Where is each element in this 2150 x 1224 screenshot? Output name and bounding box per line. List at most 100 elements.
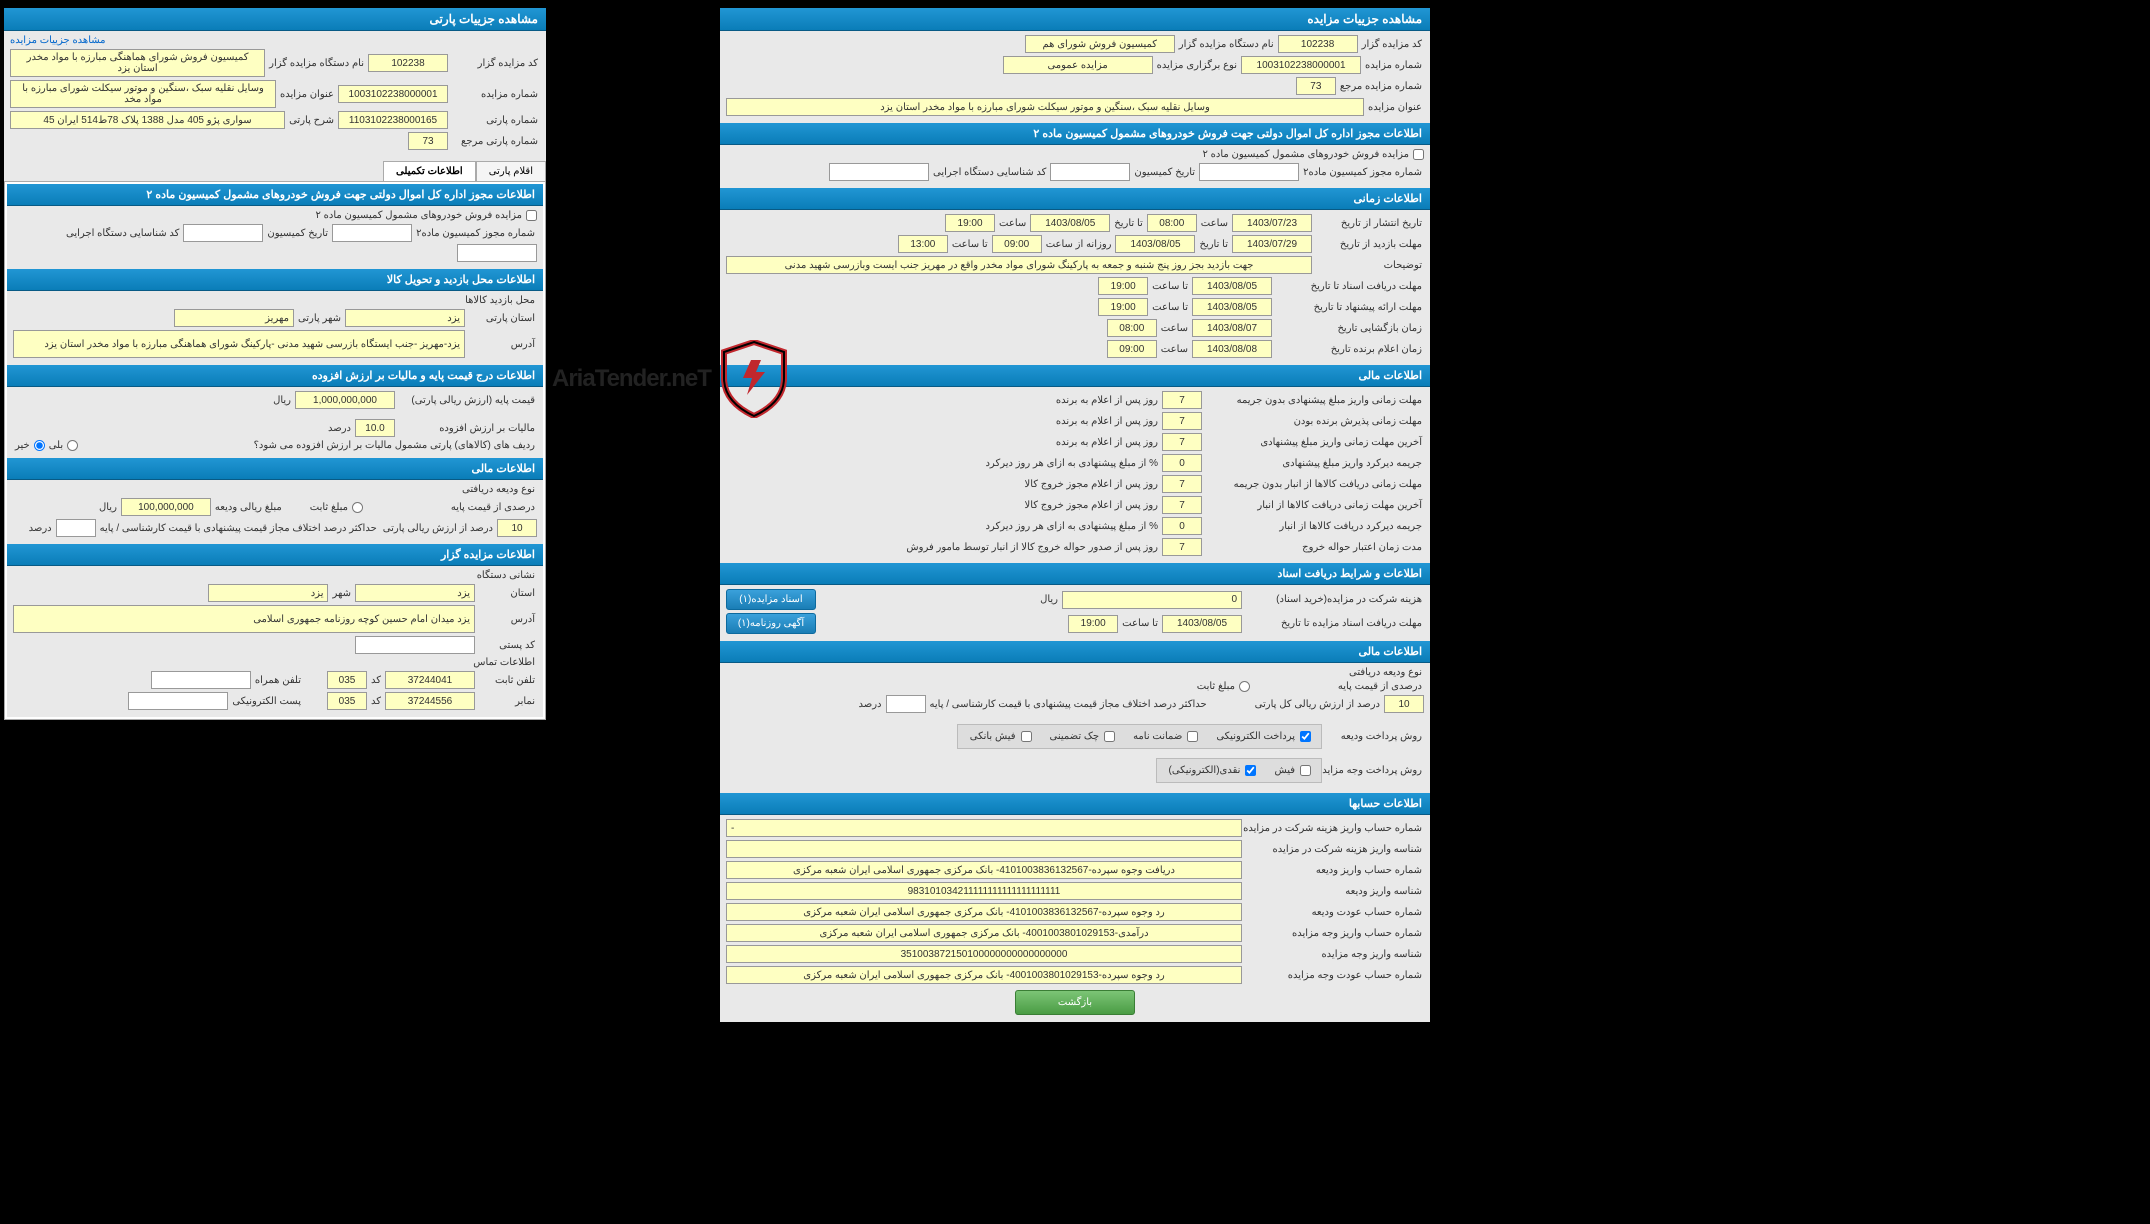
l-agency: کمیسیون فروش شورای هماهنگی مبارزه با موا…: [10, 49, 265, 77]
tab-extra[interactable]: اطلاعات تکمیلی: [383, 161, 476, 181]
winner-time: 09:00: [1107, 340, 1157, 358]
l-deposit-type-label: نوع ودیعه دریافتی: [460, 484, 537, 495]
type-label: نوع برگزاری مزایده: [1155, 60, 1239, 71]
daily-from-label: روزانه از ساعت: [1044, 239, 1114, 250]
winner-accept: 7: [1162, 412, 1202, 430]
exec-id-field[interactable]: [829, 163, 929, 181]
accounts-header: اطلاعات حسابها: [720, 793, 1430, 815]
epay-checkbox[interactable]: [1300, 731, 1311, 742]
no-radio[interactable]: [34, 440, 45, 451]
l-agency-label: نام دستگاه مزایده گزار: [267, 58, 366, 69]
visit-from-date: 1403/07/29: [1232, 235, 1312, 253]
pub-to-date: 1403/08/05: [1030, 214, 1110, 232]
l-license-header: اطلاعات مجوز اداره کل اموال دولتی جهت فر…: [7, 184, 543, 206]
doc-deadline-date: 1403/08/05: [1162, 615, 1242, 633]
daily-to: 13:00: [898, 235, 948, 253]
l-comm-date[interactable]: [183, 224, 263, 242]
docs-body: هزینه شرکت در مزایده(خرید اسناد) 0 ریال …: [720, 585, 1430, 641]
postal-label: کد پستی: [477, 640, 537, 651]
pct-value-label: درصد از ارزش ریالی کل پارتی: [1253, 699, 1382, 710]
email-label: پست الکترونیکی: [230, 696, 303, 707]
l-art2-checkbox[interactable]: [526, 210, 537, 221]
daily-from: 09:00: [992, 235, 1042, 253]
time-body: تاریخ انتشار از تاریخ 1403/07/23 ساعت 08…: [720, 210, 1430, 365]
l-auction-no: 1003102238000001: [338, 85, 448, 103]
guarantee-checkbox[interactable]: [1187, 731, 1198, 742]
docs-button[interactable]: اسناد مزایده(۱): [726, 589, 816, 610]
price-unit: ریال: [271, 395, 293, 406]
phone-label: تلفن ثابت: [477, 675, 537, 686]
l-party-no: 1103102238000165: [338, 111, 448, 129]
yes-radio[interactable]: [67, 440, 78, 451]
art2-checkbox[interactable]: [1413, 149, 1424, 160]
open-time-label: ساعت: [1159, 323, 1190, 334]
last-goods: 7: [1162, 496, 1202, 514]
goods-penalty-label: جریمه دیرکرد دریافت کالاها از انبار: [1204, 521, 1424, 532]
fin2-body: نوع ودیعه دریافتی درصدی از قیمت پایه مبل…: [720, 663, 1430, 793]
receipt-checkbox[interactable]: [1300, 765, 1311, 776]
cash-checkbox[interactable]: [1245, 765, 1256, 776]
l-fixed-amt-radio[interactable]: [352, 502, 363, 513]
acc1-label: شماره حساب واریز هزینه شرکت در مزایده: [1244, 823, 1424, 834]
tab-items[interactable]: اقلام پارتی: [476, 161, 546, 181]
acc4: 983101034211111111111111111111: [726, 882, 1242, 900]
l-license-no[interactable]: [332, 224, 412, 242]
exec-id-label: کد شناسایی دستگاه اجرایی: [931, 167, 1048, 178]
city: مهریز: [174, 309, 294, 327]
hour-label-1: ساعت: [1199, 218, 1230, 229]
bank-checkbox[interactable]: [1021, 731, 1032, 742]
time-header: اطلاعات زمانی: [720, 188, 1430, 210]
auction-no: 1003102238000001: [1241, 56, 1361, 74]
winner-time-label: ساعت: [1159, 344, 1190, 355]
acc1: -: [726, 819, 1242, 837]
visit-place-label: محل بازدید کالاها: [463, 295, 537, 306]
acc4-label: شناسه واریز ودیعه: [1244, 886, 1424, 897]
deposit-amt: 100,000,000: [121, 498, 211, 516]
auction-type: مزایده عمومی: [1003, 56, 1153, 74]
accounts-body: شماره حساب واریز هزینه شرکت در مزایده- ش…: [720, 815, 1430, 1022]
org-province: یزد: [355, 584, 475, 602]
l-pct-base-label: درصدی از قیمت پایه: [437, 502, 537, 513]
postal[interactable]: [355, 636, 475, 654]
acc6: درآمدی-4001003801029153- بانک مرکزی جمهو…: [726, 924, 1242, 942]
goods-recv-label: مهلت زمانی دریافت کالاها از انبار بدون ج…: [1204, 479, 1424, 490]
to-date-label-2: تا تاریخ: [1197, 239, 1230, 250]
pub-from-date: 1403/07/23: [1232, 214, 1312, 232]
view-auction-link[interactable]: مشاهده جزییات مزایده: [10, 35, 106, 46]
org-city-label: شهر: [330, 588, 353, 599]
visit-to-date: 1403/08/05: [1115, 235, 1195, 253]
l-max-diff-label: حداکثر درصد اختلاف مجاز قیمت پیشنهادی با…: [98, 523, 379, 534]
goods-penalty-suffix: % از مبلغ پیشنهادی به ازای هر روز دیرکرد: [983, 521, 1160, 532]
mobile-label: تلفن همراه: [253, 675, 303, 686]
docs-header: اطلاعات و شرایط دریافت اسناد: [720, 563, 1430, 585]
org-address: یزد میدان امام حسین کوچه روزنامه جمهوری …: [13, 605, 475, 633]
ref-label: شماره مزایده مرجع: [1338, 81, 1424, 92]
check-checkbox[interactable]: [1104, 731, 1115, 742]
l-max-diff[interactable]: [56, 519, 96, 537]
winner-date: 1403/08/08: [1192, 340, 1272, 358]
last-deposit-label: آخرین مهلت زمانی واریز مبلغ پیشنهادی: [1204, 437, 1424, 448]
return-button[interactable]: بازگشت: [1015, 990, 1135, 1015]
cash-label: نقدی(الکترونیکی): [1167, 765, 1243, 776]
email[interactable]: [128, 692, 228, 710]
l-pct-value-label: درصد از ارزش ریالی پارتی: [381, 523, 495, 534]
l-exec-id[interactable]: [457, 244, 537, 262]
code-prefix-2: کد: [369, 696, 383, 707]
acc2: [726, 840, 1242, 858]
doc-deadline-to-label: تا ساعت: [1120, 618, 1160, 629]
acc7-label: شناسه واریز وجه مزایده: [1244, 949, 1424, 960]
price-body: قیمت پایه (ارزش ریالی پارتی) 1,000,000,0…: [7, 387, 543, 458]
party-header: مشاهده جزییات پارتی: [4, 8, 546, 31]
license-no-field[interactable]: [1199, 163, 1299, 181]
fixed-amt-radio[interactable]: [1239, 681, 1250, 692]
pay-deposit-label: روش پرداخت ودیعه: [1324, 731, 1424, 742]
receipt-label: فیش: [1272, 765, 1297, 776]
mobile[interactable]: [151, 671, 251, 689]
agency-name: کمیسیون فروش شورای هم: [1025, 35, 1175, 53]
deposit-time-suffix: روز پس از اعلام به برنده: [1054, 395, 1160, 406]
fee-label: هزینه شرکت در مزایده(خرید اسناد): [1244, 594, 1424, 605]
news-button[interactable]: آگهی روزنامه(۱): [726, 613, 816, 634]
comm-date-field[interactable]: [1050, 163, 1130, 181]
l-exec-id-label: کد شناسایی دستگاه اجرایی: [64, 228, 181, 239]
max-diff-field[interactable]: [886, 695, 926, 713]
